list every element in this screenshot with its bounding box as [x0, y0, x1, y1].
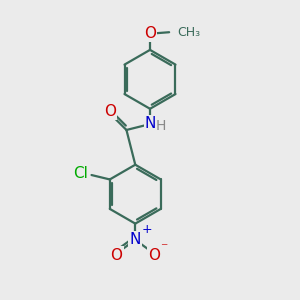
Text: N: N	[130, 232, 141, 247]
Text: O: O	[104, 103, 116, 118]
Text: ⁻: ⁻	[160, 242, 167, 256]
Text: O: O	[144, 26, 156, 41]
Text: O: O	[148, 248, 160, 262]
Text: CH₃: CH₃	[177, 26, 200, 39]
Text: N: N	[145, 116, 156, 131]
Text: Cl: Cl	[73, 166, 88, 181]
Text: O: O	[110, 248, 122, 262]
Text: H: H	[156, 119, 166, 134]
Text: +: +	[141, 223, 152, 236]
